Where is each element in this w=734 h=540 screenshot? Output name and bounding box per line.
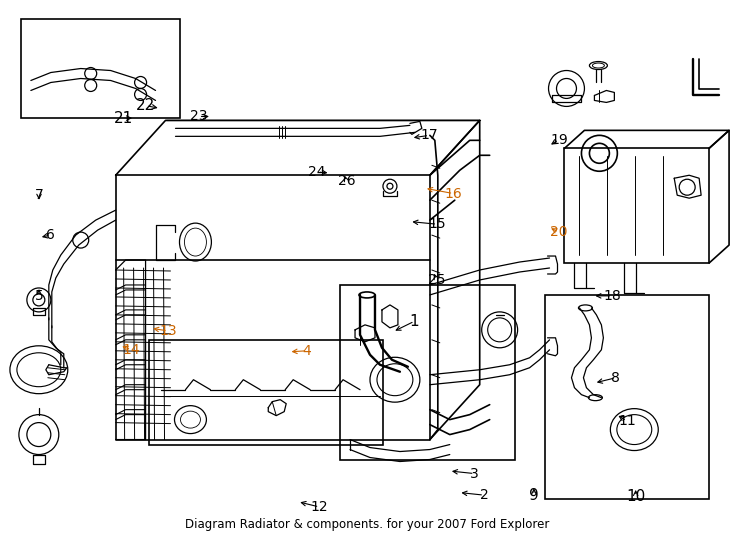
Text: 4: 4: [302, 344, 311, 358]
Text: 9: 9: [529, 488, 539, 503]
Text: 8: 8: [611, 371, 620, 384]
Text: 25: 25: [428, 273, 446, 287]
Text: 2: 2: [480, 488, 489, 502]
Text: 15: 15: [429, 217, 446, 231]
Text: 11: 11: [618, 414, 636, 428]
Text: 7: 7: [34, 187, 43, 201]
Text: 20: 20: [550, 225, 567, 239]
Text: 26: 26: [338, 174, 355, 188]
Bar: [564, 148, 709, 263]
Text: 22: 22: [137, 98, 156, 113]
Text: 19: 19: [550, 133, 567, 147]
Bar: [148, 340, 383, 444]
Text: 23: 23: [190, 110, 208, 124]
Text: 3: 3: [470, 467, 479, 481]
Bar: [340, 285, 515, 460]
Text: 16: 16: [445, 186, 462, 200]
Bar: [21, 19, 181, 118]
Text: Diagram Radiator & components. for your 2007 Ford Explorer: Diagram Radiator & components. for your …: [185, 518, 549, 531]
Text: 18: 18: [603, 289, 621, 303]
Text: 13: 13: [159, 324, 177, 338]
Text: 10: 10: [626, 489, 645, 504]
Text: 14: 14: [123, 343, 140, 357]
Text: 12: 12: [310, 500, 328, 514]
Text: 24: 24: [308, 165, 326, 179]
Text: 5: 5: [34, 289, 43, 303]
Text: 21: 21: [115, 111, 134, 126]
Text: 1: 1: [410, 314, 419, 329]
Text: 17: 17: [421, 129, 438, 143]
Text: 6: 6: [46, 228, 55, 242]
Bar: [545, 295, 709, 500]
